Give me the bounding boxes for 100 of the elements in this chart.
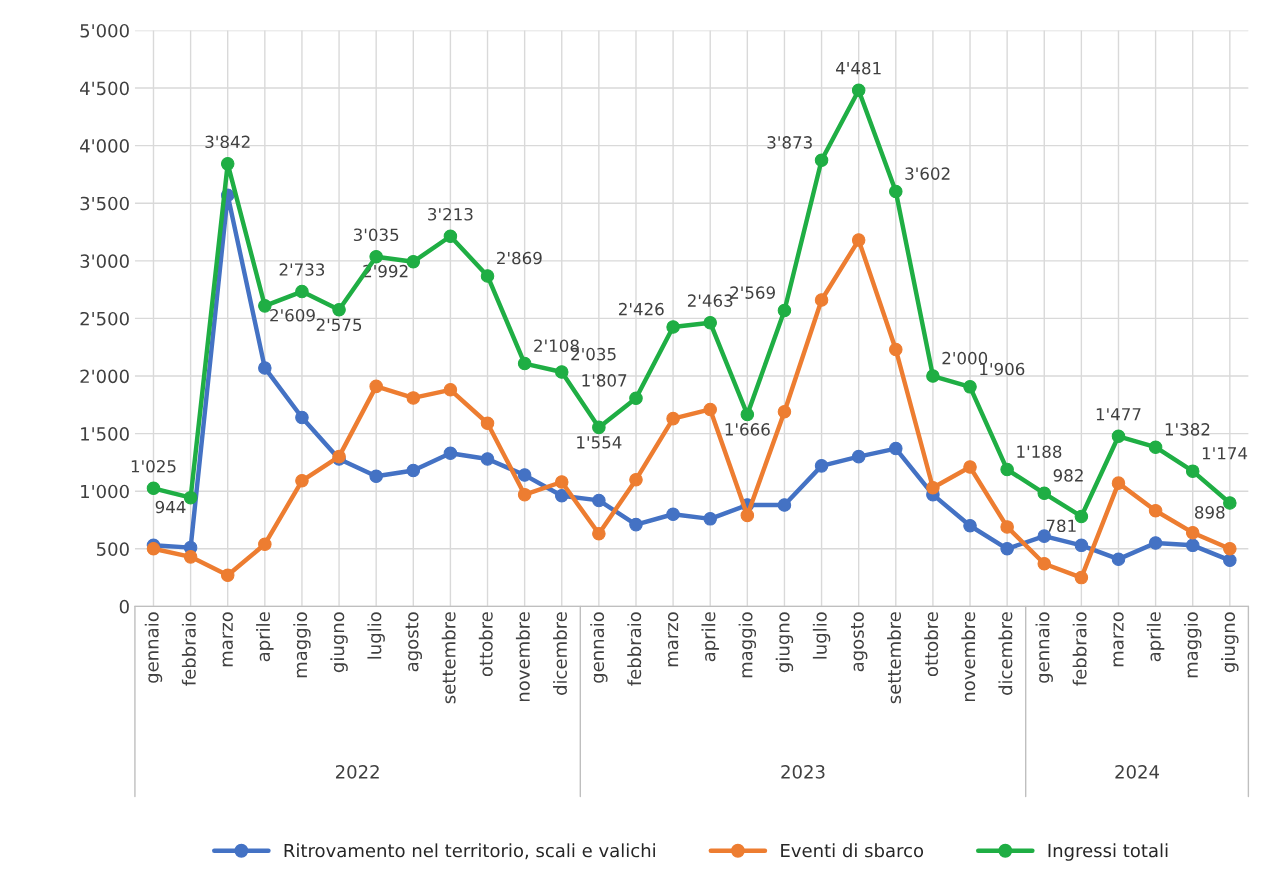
point — [963, 380, 977, 394]
x-tick-label: marzo — [222, 612, 233, 667]
x-tick-label: aprile — [256, 612, 274, 662]
point — [703, 402, 717, 417]
point — [480, 416, 495, 431]
data-label: 982 — [1053, 469, 1083, 482]
point — [258, 537, 272, 551]
point — [258, 361, 272, 375]
point — [851, 83, 866, 97]
data-label: 2'609 — [270, 308, 315, 322]
point — [592, 527, 606, 541]
point — [666, 411, 680, 426]
text: 2023 — [781, 764, 825, 779]
point — [1148, 536, 1163, 550]
x-tick-label: aprile — [701, 612, 719, 662]
point — [777, 303, 792, 318]
y-tick-label: 3'000 — [80, 254, 129, 268]
point — [443, 229, 458, 244]
point — [814, 459, 829, 473]
point — [1148, 440, 1163, 454]
text: 2022 — [335, 764, 379, 779]
point — [851, 449, 866, 464]
x-tick-label: gennaio — [144, 612, 163, 683]
data-label: 3'213 — [428, 207, 473, 221]
x-tick-label: marzo — [667, 612, 679, 667]
point — [592, 493, 606, 508]
data-label: 1'554 — [577, 436, 622, 449]
point — [592, 420, 606, 435]
data-label: 2'869 — [497, 251, 542, 265]
data-label: 3'873 — [767, 136, 812, 149]
x-tick-label: agosto — [405, 612, 423, 672]
x-tick-label: dicembre — [553, 612, 567, 695]
point — [889, 342, 903, 357]
data-label: 781 — [1046, 519, 1076, 533]
point — [146, 542, 161, 556]
point — [1111, 476, 1126, 490]
point — [1185, 538, 1200, 553]
point — [1185, 525, 1200, 540]
y-tick-label: 4'500 — [80, 81, 129, 96]
point — [666, 320, 680, 334]
y-tick-label: 1'000 — [81, 484, 129, 499]
point — [777, 498, 792, 512]
point — [480, 452, 495, 466]
x-tick-label: maggio — [293, 612, 311, 678]
data-label: 1'666 — [725, 423, 770, 436]
x-tick-label: aprile — [1146, 612, 1165, 662]
x-tick-label: novembre — [515, 612, 530, 702]
data-label: 3'602 — [905, 167, 950, 180]
data-label: 898 — [1194, 506, 1225, 519]
point — [740, 407, 755, 422]
data-label: 1'382 — [1165, 423, 1210, 436]
data-label: 1'807 — [582, 374, 627, 387]
data-label: 3'035 — [353, 228, 399, 242]
point — [554, 475, 569, 489]
point — [814, 293, 829, 307]
point — [703, 512, 717, 526]
point — [554, 365, 569, 379]
data-label: 1'174 — [1202, 447, 1248, 460]
data-label: 3'842 — [205, 135, 250, 149]
point — [814, 153, 829, 168]
point — [406, 463, 421, 478]
point — [703, 315, 717, 330]
point — [777, 404, 792, 419]
x-tick-label: novembre — [961, 612, 976, 702]
point — [443, 446, 458, 460]
y-tick-label: 4'000 — [80, 139, 129, 153]
point — [963, 518, 977, 533]
x-tick-label: settembre — [887, 612, 902, 704]
point — [1000, 520, 1014, 534]
point — [295, 410, 309, 425]
x-tick-label: marzo — [1113, 612, 1124, 667]
point — [517, 487, 532, 502]
legend-label: Ritrovamento nel territorio, scali e valichi — [284, 843, 655, 860]
point — [629, 391, 643, 406]
point — [1223, 553, 1237, 568]
text: 2024 — [1115, 764, 1160, 779]
legend-label: Eventi di sbarco — [781, 843, 924, 858]
point — [851, 233, 866, 247]
point — [1000, 542, 1014, 556]
point — [1185, 464, 1200, 478]
point — [146, 481, 161, 496]
y-tick-label: 5'000 — [80, 23, 129, 38]
data-label: 1'477 — [1096, 408, 1141, 421]
point — [220, 568, 235, 583]
point — [1111, 552, 1126, 566]
data-label: 2'575 — [316, 318, 362, 332]
point — [1037, 486, 1052, 501]
data-label: 4'481 — [835, 61, 881, 75]
point — [369, 379, 383, 394]
point — [406, 391, 421, 405]
point — [406, 254, 421, 269]
point — [926, 480, 940, 495]
point — [889, 184, 903, 199]
x-tick-label: ottobre — [478, 612, 493, 677]
x-tick-label: febbraio — [1072, 612, 1087, 686]
data-label: 1'025 — [131, 459, 176, 473]
x-tick-label: giugno — [775, 612, 794, 673]
point — [1074, 509, 1089, 524]
point — [517, 468, 532, 482]
y-tick-label: 500 — [97, 542, 129, 556]
